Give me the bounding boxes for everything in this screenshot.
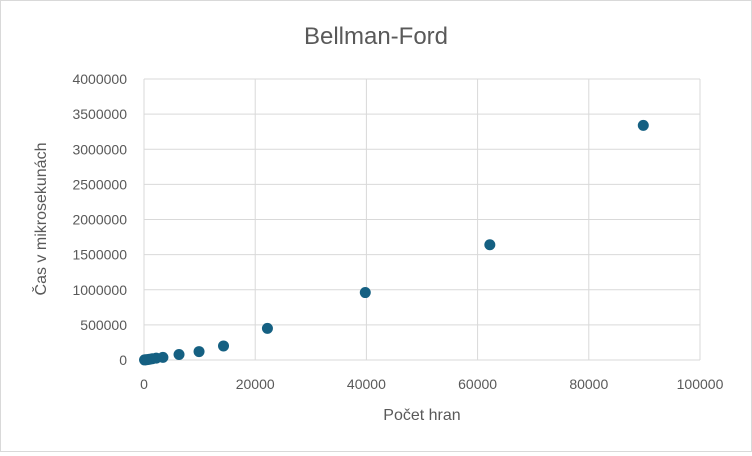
y-tick-label: 1000000: [72, 282, 127, 298]
chart-title: Bellman-Ford: [304, 23, 448, 50]
data-point: [261, 322, 273, 334]
data-point: [173, 349, 185, 361]
data-point: [193, 346, 205, 358]
y-axis-tick-labels: 0 500000 1000000 1500000 2000000 2500000 30000…: [72, 71, 127, 368]
y-axis-label: Čas v mikrosekunách: [31, 143, 50, 296]
data-point: [359, 287, 371, 299]
y-tick-label: 3000000: [72, 141, 127, 157]
y-tick-label: 0: [119, 352, 127, 368]
data-point: [157, 351, 169, 363]
x-axis-tick-labels: 0 20000 40000 60000 80000 100000: [140, 376, 723, 392]
y-tick-label: 2500000: [72, 176, 127, 192]
y-tick-label: 1500000: [72, 247, 127, 263]
y-tick-label: 4000000: [72, 71, 127, 87]
gridlines: [143, 78, 701, 361]
data-point: [637, 119, 649, 131]
x-tick-label: 0: [140, 376, 148, 392]
y-tick-label: 500000: [80, 317, 127, 333]
x-tick-label: 100000: [677, 376, 724, 392]
x-tick-label: 20000: [236, 376, 275, 392]
y-tick-label: 3500000: [72, 106, 127, 122]
x-axis-label: Počet hran: [383, 407, 460, 424]
x-tick-label: 60000: [458, 376, 497, 392]
x-tick-label: 40000: [347, 376, 386, 392]
data-points: [139, 119, 649, 366]
data-point: [484, 239, 496, 251]
data-point: [218, 340, 230, 352]
y-tick-label: 2000000: [72, 212, 127, 228]
x-tick-label: 80000: [569, 376, 608, 392]
